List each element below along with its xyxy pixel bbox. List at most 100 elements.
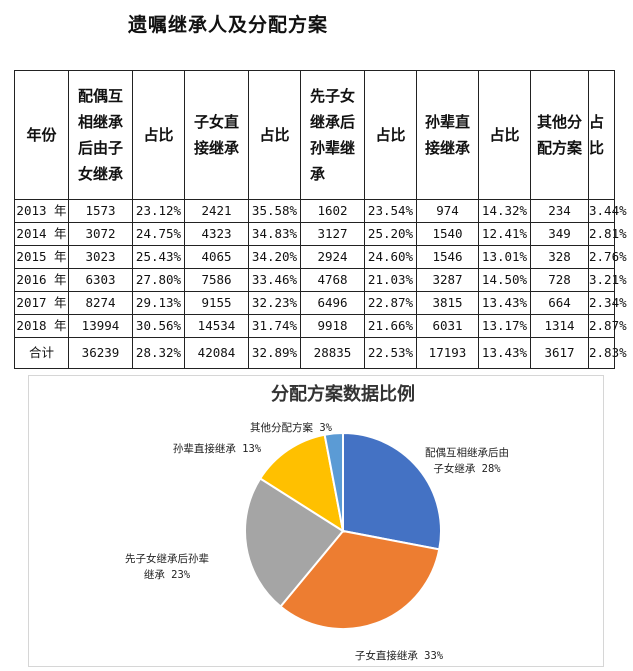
table-cell: 33.46% — [248, 268, 301, 292]
table-header-cell: 先子女继承后孙辈继承 — [300, 70, 365, 200]
table-row: 2016 年 6303 27.80% 7586 33.46% 4768 21.03% 3287… — [14, 268, 627, 292]
table-cell: 6496 — [300, 291, 365, 315]
header-text-line: 年份 — [26, 126, 57, 144]
table-row: 2018 年 13994 30.56% 14534 31.74% 9918 21.66% 60… — [14, 314, 627, 338]
table-cell: 4768 — [300, 268, 365, 292]
table-cell: 8274 — [68, 291, 133, 315]
table-cell: 25.20% — [364, 222, 417, 246]
table-header-cell: 占比 — [478, 70, 531, 200]
page-title: 遗嘱继承人及分配方案 — [128, 14, 329, 36]
chart-title: 分配方案数据比例 — [271, 383, 415, 405]
pie-slice — [342, 431, 442, 551]
header-text-line: 孙辈直 — [424, 113, 470, 131]
table-header-cell: 其他分 配方案 — [530, 70, 589, 200]
table-header-cell: 占比 — [364, 70, 417, 200]
table-cell: 23.54% — [364, 199, 417, 223]
pie-slice — [244, 477, 345, 608]
pie-slice — [258, 433, 345, 534]
table-cell: 30.56% — [132, 314, 185, 338]
table-cell: 13.17% — [478, 314, 531, 338]
chart-area: 分配方案数据比例配偶互相继承后由子女继承 28% 子女直接继承 33% 先子女继承后… — [28, 375, 604, 667]
header-text-line: 相继承 — [77, 113, 123, 131]
header-text-line: 配方案 — [536, 139, 582, 157]
table-cell: 664 — [530, 291, 589, 315]
header-text-line: 后由子 — [77, 139, 123, 157]
table-header-cell: 占比 — [248, 70, 301, 200]
table-cell: 2015 年 — [14, 245, 69, 269]
table-cell: 2018 年 — [14, 314, 69, 338]
table-cell: 9918 — [300, 314, 365, 338]
table-cell: 31.74% — [248, 314, 301, 338]
table-cell: 4323 — [184, 222, 249, 246]
table-cell: 21.03% — [364, 268, 417, 292]
slice-label: 孙辈直接继承 13% — [173, 442, 262, 455]
table-cell: 23.12% — [132, 199, 185, 223]
table-cell: 4065 — [184, 245, 249, 269]
table-body: 2013 年 1573 23.12% 2421 35.58% 1602 23.54% 974 1… — [14, 199, 627, 369]
table-cell: 3815 — [416, 291, 479, 315]
slice-label-line: 子女直接继承 33% — [355, 649, 444, 662]
table-total-row: 合计 36239 28.32% 42084 32.89% 28835 22.53% 17193… — [14, 337, 627, 369]
table-cell: 21.66% — [364, 314, 417, 338]
table-cell: 1314 — [530, 314, 589, 338]
table-row: 2017 年 8274 29.13% 9155 32.23% 6496 22.87% 3815… — [14, 291, 627, 315]
table-cell: 2924 — [300, 245, 365, 269]
header-text-line: 继承后 — [309, 113, 355, 131]
table-cell: 1573 — [68, 199, 133, 223]
table-cell: 22.53% — [364, 337, 417, 369]
table-cell: 9155 — [184, 291, 249, 315]
table-cell: 32.23% — [248, 291, 301, 315]
table-cell: 13.43% — [478, 291, 531, 315]
slice-label: 子女直接继承 33% — [355, 649, 444, 662]
table-cell: 3.21% — [588, 268, 627, 292]
table-cell: 2013 年 — [14, 199, 69, 223]
table-header-cell: 年份 — [14, 70, 69, 200]
table-header-row: 年份 配偶互 相继承 后由子 女继承 占比 子女直 接继承 占比 先子女 继承后 孙辈继承占比 孙辈直接… — [14, 70, 615, 200]
table-cell: 14.50% — [478, 268, 531, 292]
slice-label: 配偶互相继承后由子女继承 28% — [425, 446, 509, 475]
table-cell: 3072 — [68, 222, 133, 246]
table-header-cell: 孙辈直 接继承 — [416, 70, 479, 200]
table-cell: 28835 — [300, 337, 365, 369]
slice-label-line: 配偶互相继承后由 — [425, 446, 509, 459]
table-cell: 14534 — [184, 314, 249, 338]
table-cell: 1540 — [416, 222, 479, 246]
table-cell: 2.87% — [588, 314, 627, 338]
table-cell: 13994 — [68, 314, 133, 338]
table-row: 2015 年 3023 25.43% 4065 34.20% 2924 24.60% 1546… — [14, 245, 627, 269]
table-cell: 2.81% — [588, 222, 627, 246]
header-text-line: 承 — [309, 165, 325, 183]
header-text-line: 孙辈继 — [309, 139, 355, 157]
table-cell: 2.34% — [588, 291, 627, 315]
header-text-line: 配偶互 — [77, 87, 123, 105]
table-cell: 35.58% — [248, 199, 301, 223]
header-text-line: 占比 — [589, 113, 605, 157]
slice-label-line: 子女继承 28% — [433, 462, 501, 475]
header-text-line: 先子女 — [309, 87, 355, 105]
table-cell: 22.87% — [364, 291, 417, 315]
table-cell: 25.43% — [132, 245, 185, 269]
header-text-line: 占比 — [375, 126, 406, 144]
table-cell: 1546 — [416, 245, 479, 269]
header-text-line: 其他分 — [536, 113, 582, 131]
slice-label-line: 继承 23% — [144, 568, 191, 581]
header-text-line: 占比 — [143, 126, 174, 144]
table-header-cell: 子女直 接继承 — [184, 70, 249, 200]
table-cell: 14.32% — [478, 199, 531, 223]
table-cell: 合计 — [14, 337, 69, 369]
table-cell: 32.89% — [248, 337, 301, 369]
table-cell: 24.75% — [132, 222, 185, 246]
pie-slice — [279, 529, 441, 630]
header-text-line: 接继承 — [193, 139, 239, 157]
table-cell: 349 — [530, 222, 589, 246]
table-cell: 27.80% — [132, 268, 185, 292]
table-cell: 974 — [416, 199, 479, 223]
slice-label-line: 先子女继承后孙辈 — [125, 552, 209, 565]
table-cell: 3127 — [300, 222, 365, 246]
table-cell: 728 — [530, 268, 589, 292]
table-cell: 2421 — [184, 199, 249, 223]
table-cell: 42084 — [184, 337, 249, 369]
table-cell: 6303 — [68, 268, 133, 292]
table-cell: 2017 年 — [14, 291, 69, 315]
table-cell: 29.13% — [132, 291, 185, 315]
